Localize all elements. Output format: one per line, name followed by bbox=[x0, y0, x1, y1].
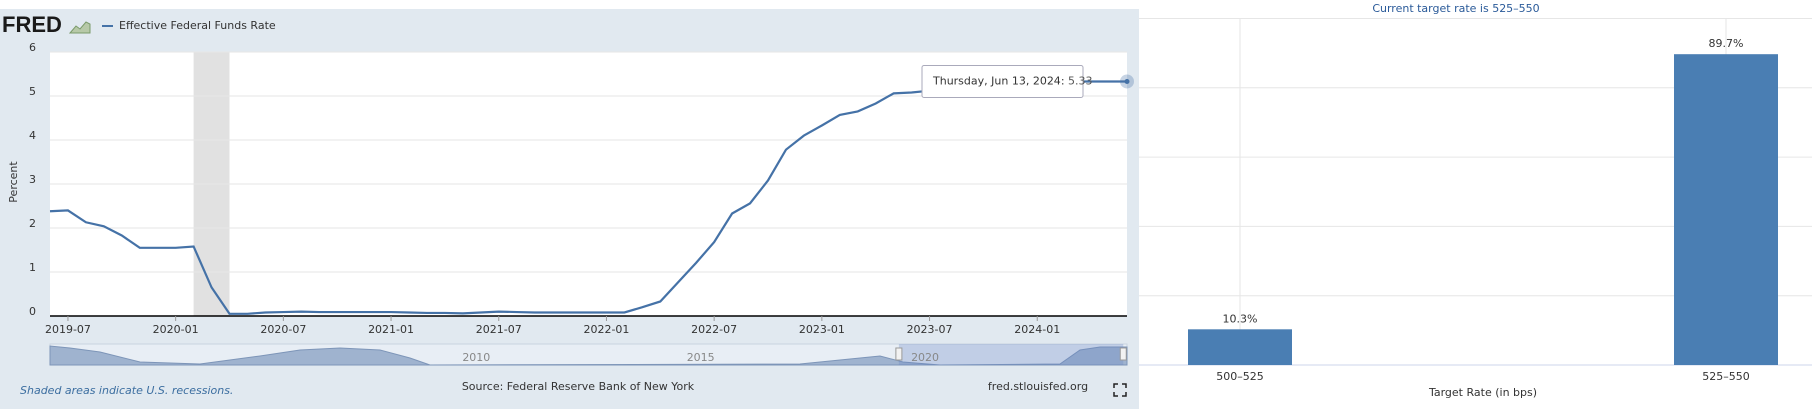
logo-icon bbox=[68, 21, 91, 34]
y-tick-label: 5 bbox=[29, 85, 36, 98]
y-tick-label: 0 bbox=[29, 305, 36, 318]
x-tick-label: 2021-01 bbox=[368, 323, 414, 336]
navigator-handle bbox=[1119, 347, 1127, 361]
tooltip: Thursday, Jun 13, 2024: 5.33 bbox=[932, 74, 1093, 87]
x-tick-label: 2023-01 bbox=[799, 323, 845, 336]
bar bbox=[1188, 329, 1292, 365]
navigator-tick-label: 2015 bbox=[687, 351, 715, 364]
x-tick-label: 2022-01 bbox=[583, 323, 629, 336]
navigator-tick-label: 2020 bbox=[911, 351, 939, 364]
x-axis-label: Target Rate (in bps) bbox=[1428, 386, 1537, 399]
x-tick-label: 2020-07 bbox=[260, 323, 306, 336]
value-label: 89.7% bbox=[1709, 37, 1744, 50]
y-tick-label: 2 bbox=[29, 217, 36, 230]
bar bbox=[1674, 54, 1778, 365]
y-tick-label: 4 bbox=[29, 129, 36, 142]
source: Source: Federal Reserve Bank of New York bbox=[462, 380, 695, 393]
navigator-tick-label: 2010 bbox=[462, 351, 490, 364]
hover-point-core bbox=[1124, 78, 1130, 84]
navigator-window bbox=[898, 344, 1124, 365]
x-tick-label: 2021-07 bbox=[476, 323, 522, 336]
tooltip-value: 5.33 bbox=[1068, 74, 1093, 87]
value-label: 10.3% bbox=[1223, 312, 1258, 325]
y-tick-label: 6 bbox=[29, 41, 36, 54]
x-tick-label: 2022-07 bbox=[691, 323, 737, 336]
navigator-handle bbox=[895, 347, 903, 361]
x-tick-label: 2023-07 bbox=[907, 323, 953, 336]
x-tick-label: 2019-07 bbox=[45, 323, 91, 336]
x-tick-label: 2024-01 bbox=[1014, 323, 1060, 336]
navigator-series bbox=[49, 345, 1128, 366]
x-tick-label: 500–525 bbox=[1216, 370, 1264, 383]
site-link[interactable]: fred.stlouisfed.org bbox=[988, 380, 1088, 393]
legend-label: Effective Federal Funds Rate bbox=[119, 19, 276, 32]
tooltip-box bbox=[921, 64, 1084, 98]
y-tick-label: 1 bbox=[29, 261, 36, 274]
tooltip-separator: : bbox=[1061, 74, 1068, 87]
fred-logo: FRED bbox=[2, 12, 62, 37]
tooltip-date: Thursday, Jun 13, 2024 bbox=[932, 74, 1061, 87]
y-axis-label: Percent bbox=[7, 161, 20, 203]
footnote: Shaded areas indicate U.S. recessions. bbox=[20, 384, 233, 397]
y-tick-label: 3 bbox=[29, 173, 36, 186]
fullscreen-button[interactable] bbox=[1113, 383, 1127, 397]
bar-title: Current target rate is 525–550 bbox=[1372, 2, 1539, 15]
x-tick-label: 2020-01 bbox=[153, 323, 199, 336]
x-tick-label: 525–550 bbox=[1702, 370, 1750, 383]
